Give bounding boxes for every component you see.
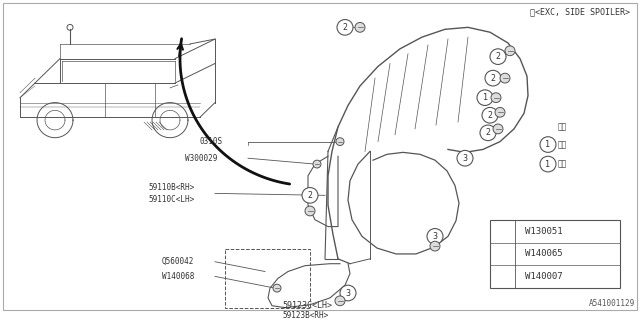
Text: 2: 2 (342, 23, 348, 32)
Circle shape (495, 108, 505, 117)
Text: 3: 3 (499, 272, 504, 281)
Circle shape (336, 138, 344, 146)
Circle shape (540, 156, 556, 172)
Circle shape (491, 93, 501, 102)
Circle shape (540, 137, 556, 152)
Circle shape (430, 241, 440, 251)
Text: 1: 1 (499, 227, 504, 236)
Circle shape (335, 296, 345, 306)
Text: 3: 3 (346, 289, 351, 298)
Text: W300029: W300029 (185, 154, 218, 163)
Text: ※①: ※① (558, 123, 567, 132)
Text: 3: 3 (463, 154, 467, 163)
Circle shape (302, 188, 318, 203)
Text: ※①: ※① (558, 140, 567, 149)
Text: A541001129: A541001129 (589, 299, 635, 308)
Circle shape (495, 247, 509, 261)
Text: 1: 1 (545, 160, 550, 169)
Text: W130051: W130051 (525, 227, 563, 236)
Text: W140065: W140065 (525, 249, 563, 259)
Text: 2: 2 (499, 249, 504, 259)
Text: 2: 2 (488, 111, 493, 120)
Text: 1: 1 (483, 93, 488, 102)
Circle shape (355, 22, 365, 32)
Text: 59110C<LH>: 59110C<LH> (148, 195, 195, 204)
Circle shape (490, 49, 506, 64)
Circle shape (477, 90, 493, 106)
Text: 2: 2 (307, 191, 312, 200)
Circle shape (427, 228, 443, 244)
Text: 0310S: 0310S (200, 137, 223, 146)
Text: 1: 1 (545, 140, 550, 149)
Text: 2: 2 (486, 128, 490, 137)
Text: W140007: W140007 (525, 272, 563, 281)
Text: W140068: W140068 (162, 272, 195, 281)
Circle shape (305, 206, 315, 216)
Text: ※<EXC, SIDE SPOILER>: ※<EXC, SIDE SPOILER> (530, 8, 630, 17)
Circle shape (495, 224, 509, 238)
Circle shape (495, 270, 509, 284)
Circle shape (480, 125, 496, 141)
Bar (490, 220, 620, 288)
Circle shape (485, 70, 501, 86)
Circle shape (337, 20, 353, 35)
Text: Q560042: Q560042 (162, 257, 195, 266)
Circle shape (313, 160, 321, 168)
Text: 3: 3 (433, 232, 438, 241)
Text: ※①: ※① (558, 160, 567, 169)
Circle shape (505, 46, 515, 56)
Text: 2: 2 (490, 74, 495, 83)
Circle shape (340, 285, 356, 301)
Circle shape (482, 108, 498, 123)
Text: 59110B<RH>: 59110B<RH> (148, 183, 195, 192)
Text: 59123C<LH>: 59123C<LH> (282, 301, 332, 310)
Text: 59123B<RH>: 59123B<RH> (282, 311, 328, 320)
Text: 2: 2 (495, 52, 500, 61)
Circle shape (457, 150, 473, 166)
Circle shape (500, 73, 510, 83)
Circle shape (273, 284, 281, 292)
Circle shape (493, 124, 503, 134)
